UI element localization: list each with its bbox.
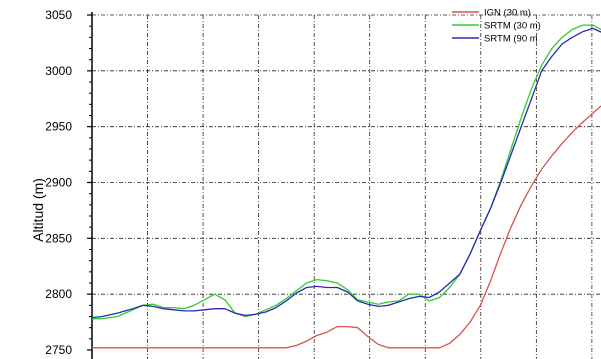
- y-tick-label: 2800: [45, 287, 72, 301]
- y-axis-title: Altitud (m): [30, 178, 46, 242]
- series-line: [91, 27, 601, 319]
- y-tick-label: 2900: [45, 176, 72, 190]
- y-tick-label: 3000: [45, 64, 72, 78]
- series-line: [92, 105, 601, 349]
- y-tick-label: 2850: [45, 231, 72, 245]
- y-tick-label: 2950: [45, 120, 72, 134]
- axes: 2750 2800 2850 2900 2950 3000 3050: [45, 8, 93, 359]
- series-line: [92, 24, 601, 320]
- legend-label: SRTM (30 m): [484, 21, 541, 32]
- legend-label: SRTM (90 m: [484, 34, 538, 45]
- legend-label: IGN (30 m): [484, 8, 531, 19]
- series-group: [91, 24, 601, 349]
- y-tick-label: 3050: [45, 8, 72, 22]
- grid: [92, 14, 601, 359]
- y-tick-label: 2750: [45, 343, 72, 357]
- legend: IGN (30 m) SRTM (30 m) SRTM (90 m: [452, 8, 541, 45]
